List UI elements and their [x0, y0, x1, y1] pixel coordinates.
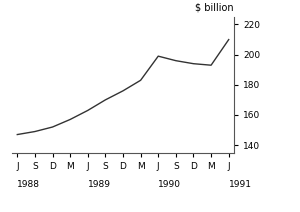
Text: 1988: 1988	[17, 180, 40, 189]
Text: 1989: 1989	[88, 180, 111, 189]
Text: 1990: 1990	[158, 180, 181, 189]
Text: $ billion: $ billion	[195, 3, 234, 13]
Text: 1991: 1991	[229, 180, 252, 189]
